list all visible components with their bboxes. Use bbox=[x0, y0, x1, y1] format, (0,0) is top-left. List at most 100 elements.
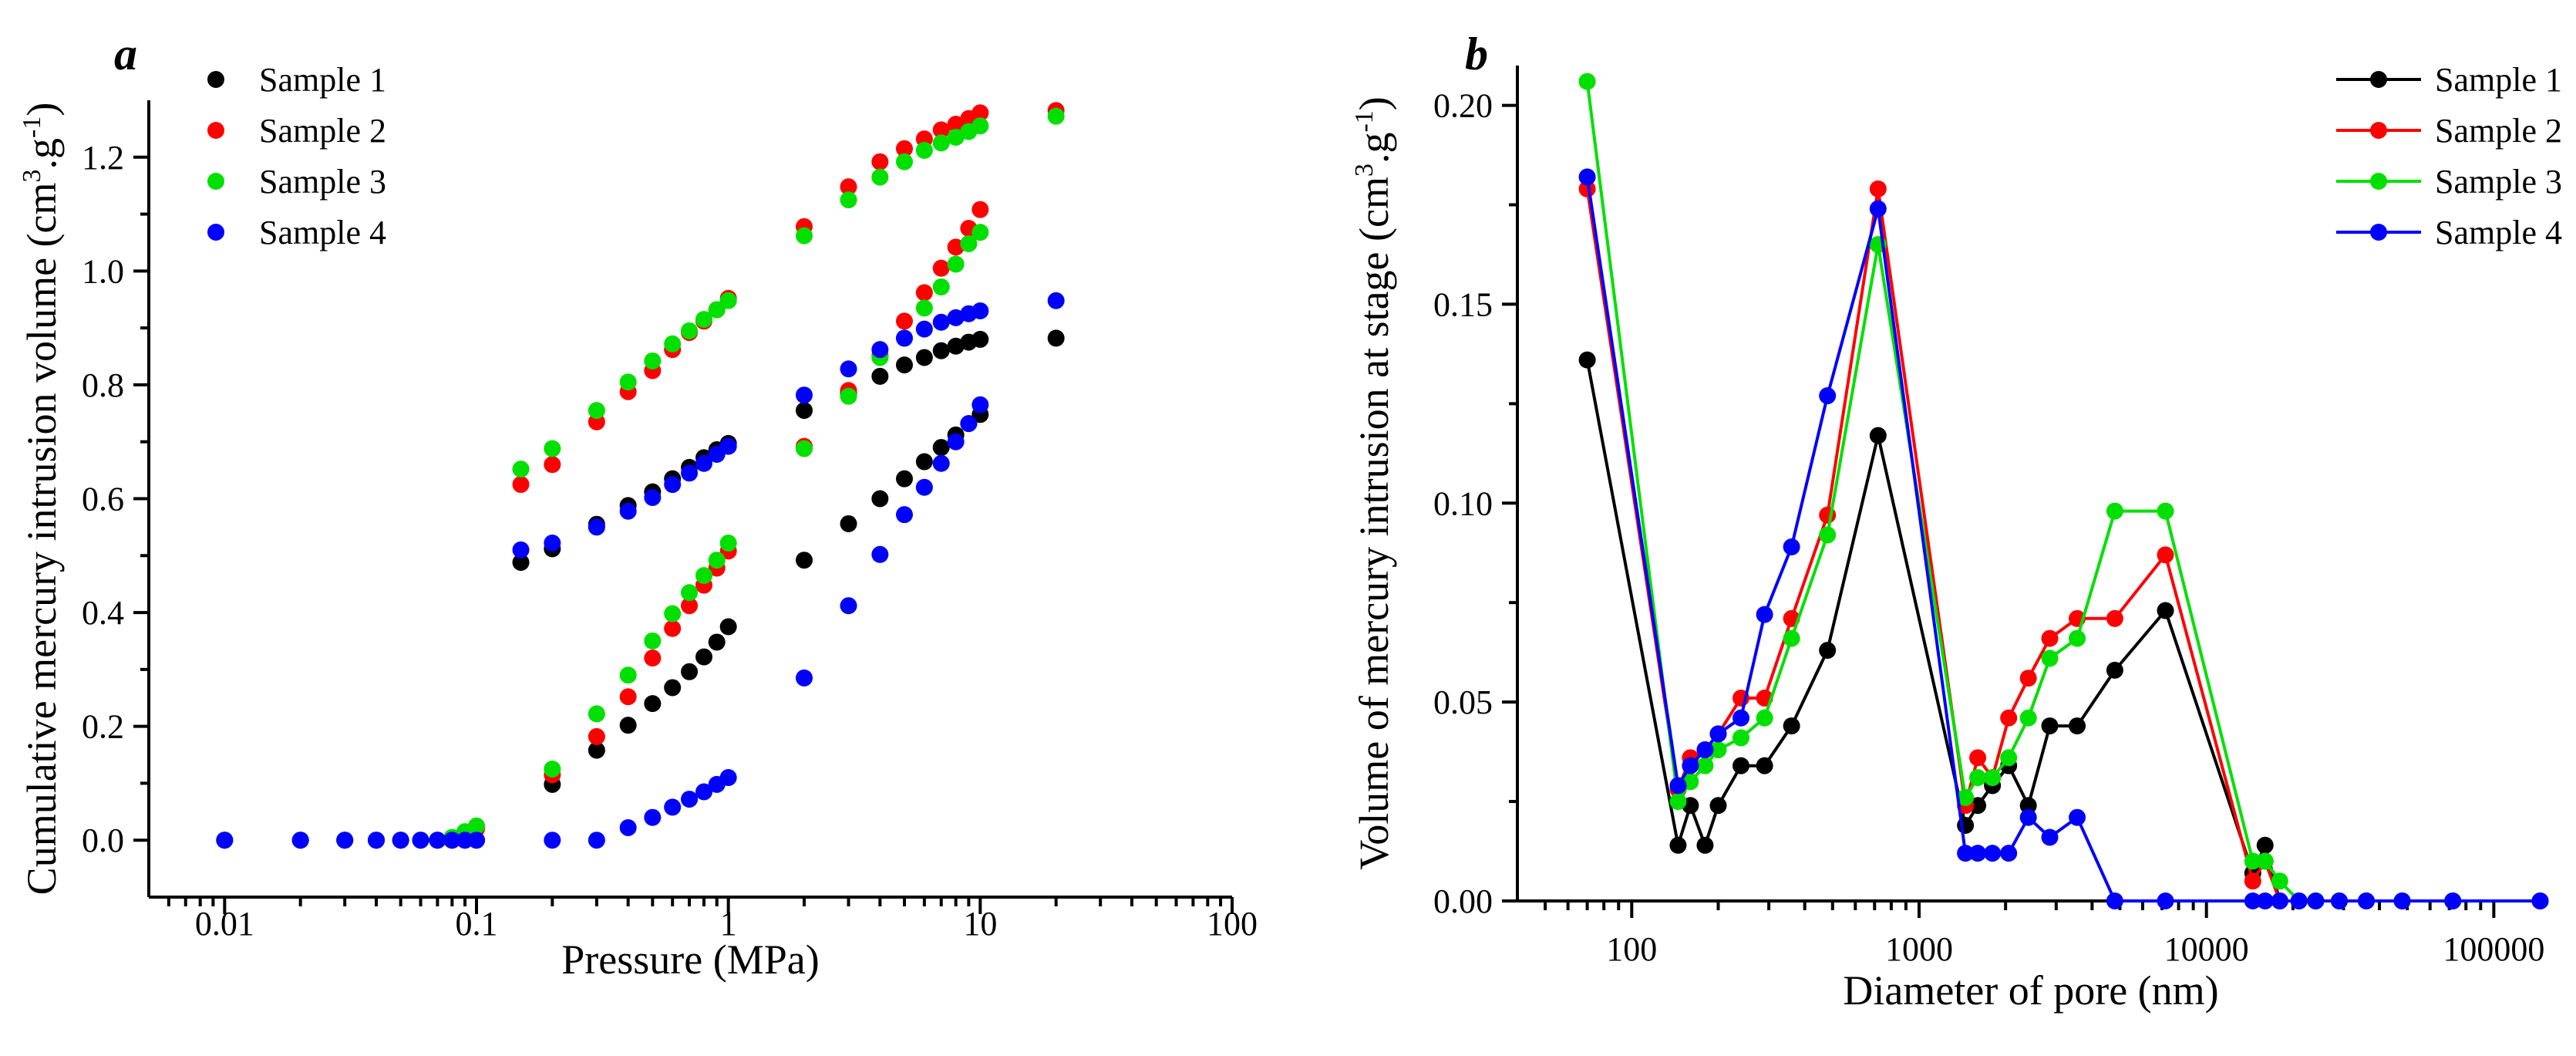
x-axis-title: Pressure (MPa) bbox=[561, 936, 819, 983]
data-point bbox=[1819, 526, 1837, 544]
series-1 bbox=[216, 329, 1065, 849]
x-tick-label: 0.01 bbox=[195, 905, 254, 943]
series-line bbox=[1585, 177, 2541, 902]
data-point bbox=[932, 454, 950, 472]
data-point bbox=[619, 688, 637, 706]
data-point bbox=[1578, 180, 1596, 197]
data-point bbox=[2244, 852, 2261, 870]
data-point bbox=[681, 791, 699, 808]
data-point bbox=[840, 191, 857, 209]
data-point bbox=[840, 515, 857, 532]
data-point bbox=[2157, 892, 2174, 909]
data-point bbox=[512, 461, 530, 478]
data-point bbox=[681, 584, 699, 602]
data-point bbox=[1732, 729, 1750, 747]
data-point bbox=[915, 141, 933, 159]
data-point bbox=[468, 817, 486, 835]
x-tick-label: 1000 bbox=[1885, 930, 1953, 968]
data-point bbox=[1756, 709, 1773, 727]
data-point bbox=[2069, 629, 2086, 647]
data-point bbox=[971, 117, 989, 135]
data-point bbox=[1984, 769, 2002, 787]
data-point bbox=[1957, 788, 1975, 806]
data-point bbox=[1869, 427, 1887, 444]
series-3 bbox=[1578, 73, 2549, 909]
y-axis-title-sup: -1 bbox=[1350, 110, 1379, 132]
data-point bbox=[512, 541, 530, 558]
data-point bbox=[544, 760, 561, 778]
data-point bbox=[871, 490, 889, 508]
data-point bbox=[932, 278, 950, 296]
legend-label: Sample 4 bbox=[259, 214, 386, 251]
data-point bbox=[544, 832, 561, 849]
data-point bbox=[695, 567, 713, 585]
data-point bbox=[1732, 757, 1750, 774]
data-point bbox=[947, 337, 965, 355]
data-point bbox=[895, 329, 913, 347]
data-point bbox=[2290, 892, 2308, 909]
data-point bbox=[2331, 892, 2349, 909]
legend-label: Sample 2 bbox=[2435, 112, 2562, 150]
data-point bbox=[871, 168, 889, 186]
data-point bbox=[1819, 642, 1837, 660]
x-tick-label: 0.1 bbox=[456, 905, 498, 943]
data-point bbox=[719, 535, 737, 552]
data-point bbox=[681, 322, 699, 339]
y-tick-label: 0.15 bbox=[1433, 285, 1493, 323]
data-point bbox=[915, 284, 933, 302]
data-point bbox=[1969, 749, 1987, 767]
x-tick-label: 100 bbox=[1207, 905, 1258, 943]
data-point bbox=[619, 818, 637, 836]
data-point bbox=[1669, 793, 1687, 811]
y-axis-title-sup: 3 bbox=[1350, 164, 1379, 177]
data-point bbox=[1984, 845, 2002, 862]
data-point bbox=[2069, 808, 2086, 826]
data-point bbox=[588, 402, 605, 420]
data-point bbox=[796, 386, 813, 404]
legend-label: Sample 3 bbox=[259, 163, 386, 201]
data-point bbox=[588, 705, 605, 723]
data-point bbox=[368, 832, 386, 849]
y-tick-label: 0.10 bbox=[1433, 484, 1493, 522]
data-point bbox=[1783, 538, 1800, 556]
data-point bbox=[2041, 629, 2059, 647]
data-point bbox=[719, 769, 737, 787]
y-axis-title-mid: .g bbox=[1351, 133, 1397, 164]
y-axis-title: Volume of mercury intrusion at stage (cm… bbox=[1350, 96, 1397, 870]
data-point bbox=[947, 128, 965, 146]
y-tick-label: 0.2 bbox=[82, 708, 124, 746]
data-point bbox=[1709, 797, 1727, 815]
data-point bbox=[1969, 797, 1987, 815]
legend-marker bbox=[207, 224, 224, 241]
data-point bbox=[2000, 845, 2018, 862]
data-point bbox=[1819, 387, 1837, 405]
data-point bbox=[1047, 292, 1065, 309]
data-point bbox=[2019, 670, 2037, 687]
y-axis-title-main: Cumulative mercury intrusion volume (cm bbox=[19, 183, 65, 896]
data-point bbox=[947, 238, 965, 256]
data-point bbox=[871, 341, 889, 359]
panel-a: 0.01 0.1 1 10 100 0.0 0.2 0.4 0.6 0.8 1.0 1.2 a Press… bbox=[18, 29, 1258, 983]
data-point bbox=[588, 832, 605, 849]
data-point bbox=[971, 201, 989, 218]
data-point bbox=[2106, 661, 2123, 679]
data-point bbox=[644, 352, 662, 369]
data-point bbox=[895, 470, 913, 488]
data-point bbox=[2041, 828, 2059, 846]
data-point bbox=[2157, 602, 2174, 619]
data-point bbox=[468, 832, 486, 849]
data-point bbox=[544, 440, 561, 457]
data-point bbox=[588, 518, 605, 536]
data-point bbox=[681, 597, 699, 615]
data-point bbox=[2106, 892, 2123, 909]
data-point bbox=[1578, 351, 1596, 369]
data-point bbox=[664, 798, 682, 816]
data-point bbox=[1969, 769, 1987, 787]
data-point bbox=[1869, 180, 1887, 197]
data-point bbox=[619, 666, 637, 684]
legend-marker bbox=[2370, 71, 2387, 88]
panel-b: 100 1000 10000 100000 0.00 0.05 0.10 0.15 0.20 b D… bbox=[1350, 29, 2562, 1014]
data-point bbox=[1783, 717, 1800, 735]
data-point bbox=[708, 552, 726, 569]
